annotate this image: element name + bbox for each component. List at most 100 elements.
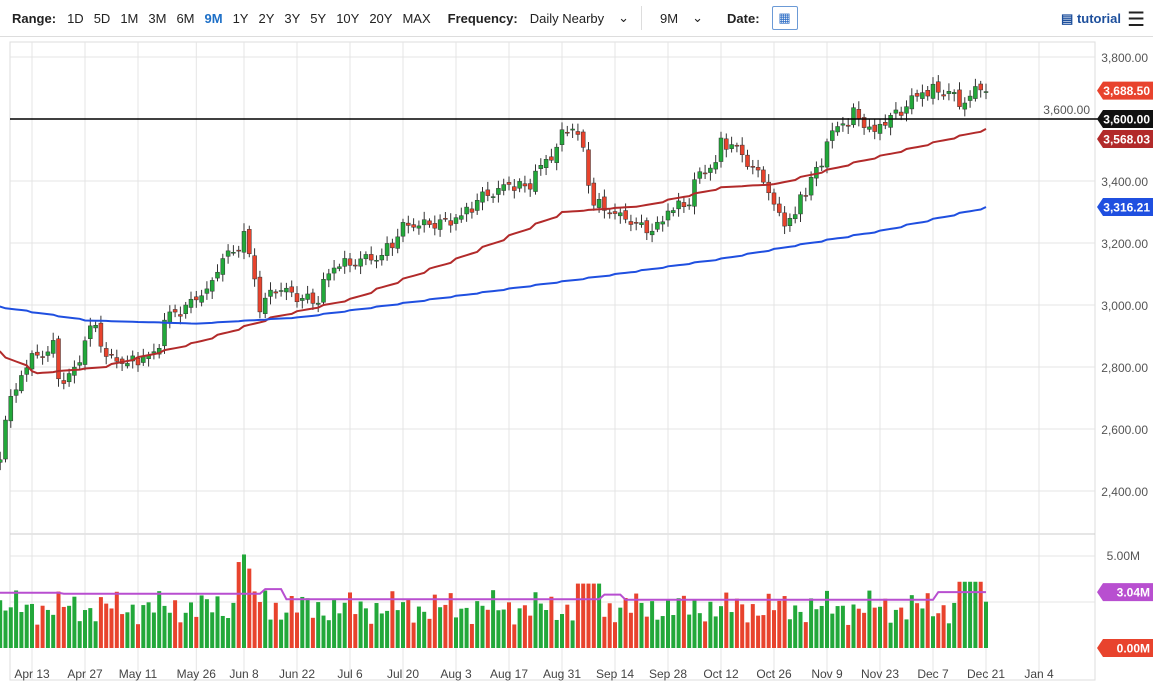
volume-bar (666, 599, 670, 648)
range-10y[interactable]: 10Y (336, 10, 360, 26)
volume-bar (538, 603, 543, 648)
calendar-icon[interactable]: ▦ (771, 6, 798, 30)
candle (0, 459, 3, 463)
candle (739, 144, 745, 155)
candle (538, 165, 544, 169)
candle (671, 210, 676, 213)
menu-icon[interactable]: ☰ (1127, 9, 1145, 31)
candle (851, 107, 856, 126)
candle (655, 221, 660, 230)
candle (586, 149, 591, 186)
candle (983, 91, 989, 93)
volume-bar (485, 609, 490, 648)
candle (591, 182, 597, 206)
volume-bar (30, 603, 34, 648)
chevron-down-icon: ⌄ (692, 10, 704, 25)
candle (618, 212, 623, 217)
volume-bar (867, 590, 872, 648)
volume-bar (406, 599, 411, 648)
volume-bar (342, 602, 347, 648)
candle (766, 181, 771, 194)
volume-bar (623, 597, 628, 648)
range-1m[interactable]: 1M (120, 10, 139, 26)
candle (331, 267, 337, 274)
candle (384, 243, 390, 256)
candle (951, 92, 957, 95)
x-tick-label: Apr 27 (67, 667, 103, 681)
candle (967, 95, 973, 101)
candle (178, 314, 183, 317)
volume-bar (358, 601, 363, 648)
volume-bar (242, 554, 246, 648)
tutorial-label: tutorial (1076, 11, 1121, 26)
volume-bar (395, 610, 400, 648)
hline-tag (1097, 110, 1153, 128)
volume-bar (454, 617, 458, 648)
candle (973, 86, 978, 99)
range-6m[interactable]: 6M (176, 10, 195, 26)
candle (681, 202, 687, 207)
candle (88, 325, 93, 339)
candle (337, 266, 342, 269)
range-2y[interactable]: 2Y (258, 10, 275, 26)
volume-bar (173, 600, 178, 648)
range-20y[interactable]: 20Y (369, 10, 393, 26)
frequency-select[interactable]: Daily Nearby ⌄ (530, 10, 629, 26)
volume-bar (167, 612, 172, 648)
volume-bar (146, 602, 151, 648)
candle (676, 200, 681, 210)
candle (718, 137, 724, 162)
candle (8, 396, 14, 422)
volume-bar (782, 596, 787, 648)
volume-bar (708, 601, 713, 648)
candle (840, 123, 846, 126)
volume-bar (464, 607, 469, 648)
candle (353, 264, 358, 267)
candle (888, 115, 893, 128)
candle (782, 212, 787, 227)
candle (421, 219, 427, 226)
candle (501, 184, 506, 191)
x-tick-label: May 26 (177, 667, 217, 681)
range-1d[interactable]: 1D (67, 10, 84, 26)
range-5y[interactable]: 5Y (310, 10, 327, 26)
volume-bar (660, 616, 665, 648)
candle (289, 286, 294, 293)
candle (82, 340, 88, 365)
volume-bar (533, 592, 538, 648)
candle (761, 169, 766, 183)
candle (459, 215, 464, 220)
volume-bar (194, 616, 199, 648)
candle (305, 293, 310, 300)
price-tick-label: 3,400.00 (1101, 175, 1148, 189)
volume-bar (878, 606, 882, 648)
volume-bar (295, 612, 299, 648)
candle (374, 259, 379, 262)
volume-bar (284, 612, 289, 648)
candle (35, 351, 40, 356)
candle (321, 279, 326, 303)
volume-bar (554, 619, 559, 648)
candle (575, 131, 581, 135)
volume-bar (369, 623, 374, 648)
range-9m[interactable]: 9M (204, 10, 223, 26)
range-3y[interactable]: 3Y (284, 10, 301, 26)
candle (469, 208, 475, 213)
range-3m[interactable]: 3M (148, 10, 167, 26)
volume-bar (162, 605, 167, 648)
volume-bar (136, 624, 140, 648)
range-1y[interactable]: 1Y (232, 10, 249, 26)
range-max[interactable]: MAX (402, 10, 431, 26)
volume-bar (236, 562, 241, 648)
volume-bar (83, 610, 87, 648)
volume-bar (379, 613, 384, 648)
tutorial-link[interactable]: ▤ tutorial (1061, 11, 1121, 27)
x-tick-label: Aug 3 (440, 667, 472, 681)
range-5d[interactable]: 5D (93, 10, 111, 26)
volume-bar (19, 612, 24, 648)
last-price-tag (1097, 81, 1153, 100)
period-select[interactable]: 9M ⌄ (660, 10, 703, 26)
volume-bar (957, 581, 962, 648)
candle (898, 111, 904, 116)
